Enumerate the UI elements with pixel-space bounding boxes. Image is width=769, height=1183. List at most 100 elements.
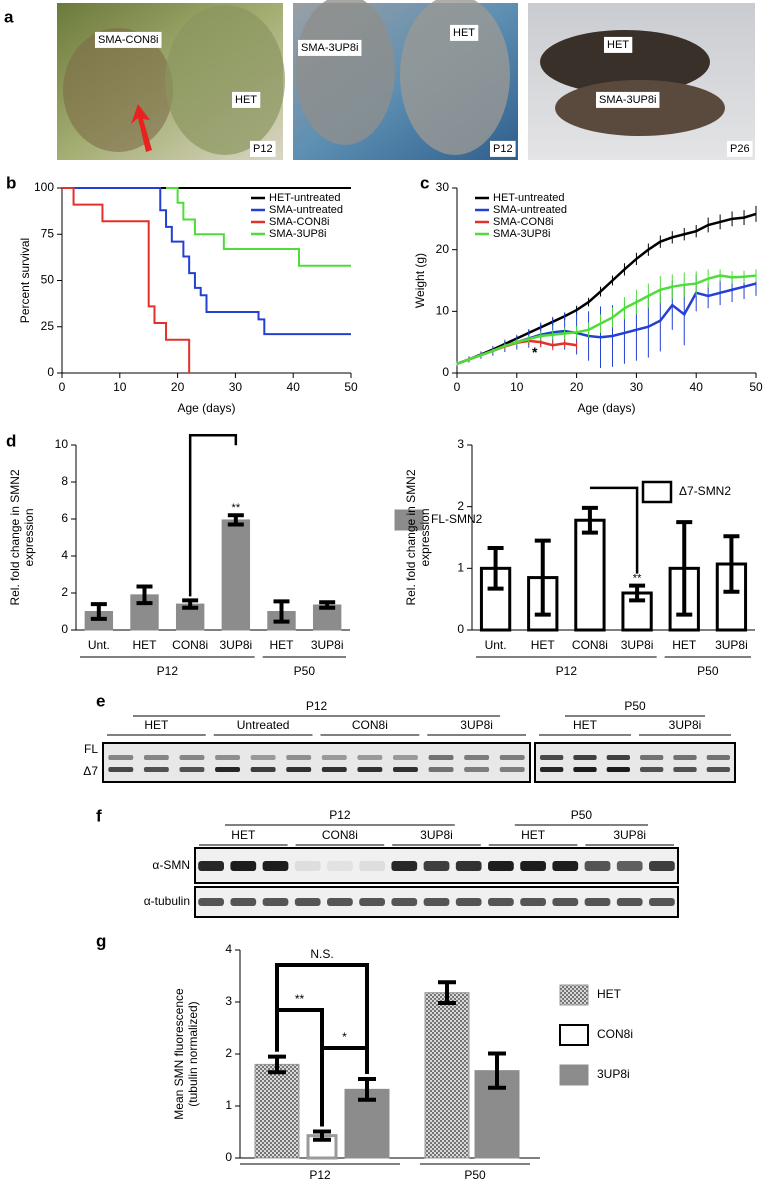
mouse (400, 0, 510, 155)
band (455, 898, 482, 906)
error-bar (629, 583, 646, 603)
group-label: P12 (556, 664, 578, 678)
panel-label: b (6, 173, 16, 192)
lane-label: 3UP8i (613, 828, 646, 842)
band (198, 898, 224, 906)
band (552, 898, 579, 906)
panel-label: f (96, 806, 102, 825)
band (464, 755, 490, 760)
x-tick-label: CON8i (572, 638, 608, 652)
y-tick-label: 2 (61, 585, 68, 599)
x-tick-label: HET (531, 638, 556, 652)
band (391, 861, 418, 871)
band (143, 767, 169, 772)
x-tick-label: 3UP8i (621, 638, 654, 652)
annotation: ** (633, 573, 642, 585)
band (488, 898, 514, 906)
lane-label: 3UP8i (669, 718, 702, 732)
band (359, 861, 385, 871)
bar (130, 594, 159, 631)
band (262, 898, 289, 906)
group-label: P12 (309, 1168, 331, 1182)
legend-label: SMA-untreated (493, 204, 567, 216)
y-tick-label: 75 (41, 226, 55, 240)
band (706, 767, 730, 772)
band (584, 898, 611, 906)
annotation: ** (295, 992, 305, 1006)
y-axis-label: (tubulin normalized) (186, 1001, 200, 1106)
band (286, 767, 312, 772)
band (357, 767, 383, 772)
bar (254, 1063, 300, 1159)
error-bar (723, 534, 740, 594)
photo-label-bg (490, 140, 516, 157)
mouse (555, 80, 725, 136)
x-tick-label: 10 (510, 380, 524, 394)
photo-label-bg (232, 91, 261, 108)
band (649, 898, 675, 906)
significance-bracket (589, 486, 639, 574)
y-tick-label: 50 (41, 273, 55, 287)
y-axis-label: Rel. fold change in SMN2 (8, 469, 22, 605)
legend-swatch (641, 480, 673, 504)
y-tick-label: 100 (34, 180, 54, 194)
error-bar (487, 545, 504, 591)
mouse (295, 0, 395, 145)
y-tick-label: 30 (436, 180, 450, 194)
y-axis-label: Percent survival (18, 238, 32, 323)
weight-line (456, 282, 757, 365)
error-bar (90, 602, 107, 621)
legend-swatch (559, 984, 589, 1006)
photo-panels (57, 0, 755, 160)
band (327, 898, 353, 906)
band (552, 861, 579, 871)
photo-label: P26 (730, 143, 750, 155)
band (108, 755, 134, 760)
x-tick-label: 3UP8i (219, 638, 252, 652)
band (294, 861, 321, 871)
lane-label: CON8i (352, 718, 388, 732)
panel-label: e (96, 691, 105, 710)
panel-label: d (6, 431, 16, 450)
arrow (131, 104, 152, 152)
panel-label: c (420, 173, 429, 192)
y-tick-label: 4 (225, 942, 232, 956)
error-bar (136, 584, 153, 606)
photo-label: SMA-3UP8i (301, 42, 358, 54)
photo-label: SMA-CON8i (98, 34, 159, 46)
band (606, 755, 630, 760)
x-tick-label: 40 (287, 380, 301, 394)
row-label: FL (84, 742, 98, 756)
band (423, 898, 450, 906)
photo-label-bg (95, 31, 162, 48)
legend-swatch (559, 1024, 589, 1046)
group-label: P50 (294, 664, 316, 678)
annotation: * (532, 344, 538, 360)
error-bar (273, 599, 290, 624)
error-bar (488, 1051, 506, 1090)
band (198, 861, 224, 871)
x-tick-label: CON8i (172, 638, 208, 652)
lane-label: 3UP8i (460, 718, 493, 732)
x-tick-label: 30 (630, 380, 644, 394)
y-tick-label: 25 (41, 319, 55, 333)
photo-label: P12 (493, 143, 513, 155)
y-tick-label: 0 (442, 365, 449, 379)
x-tick-label: Unt. (88, 638, 110, 652)
band (706, 755, 730, 760)
x-tick-label: 0 (454, 380, 461, 394)
lane-label: HET (144, 718, 169, 732)
photo-label-bg (596, 91, 660, 108)
x-tick-label: 40 (690, 380, 704, 394)
error-bar (358, 1076, 376, 1102)
band (108, 767, 134, 772)
group-label: P50 (624, 699, 646, 713)
error-bar (676, 520, 693, 617)
x-tick-label: 50 (749, 380, 763, 394)
bar (424, 992, 470, 1159)
band (393, 767, 418, 772)
weight-line (456, 274, 757, 365)
band (179, 767, 205, 772)
band (673, 755, 697, 760)
band (143, 755, 169, 760)
